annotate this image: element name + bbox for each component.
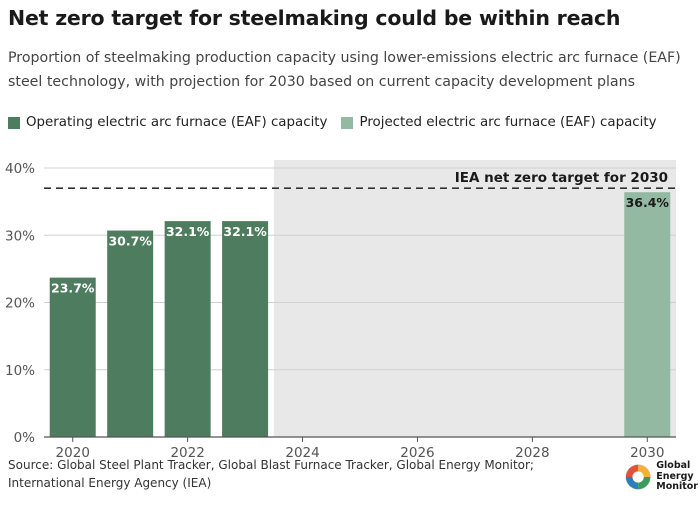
logo-text: Global Energy Monitor [656, 461, 698, 493]
chart-subtitle: Proportion of steelmaking production cap… [8, 50, 681, 90]
y-tick-label: 10% [5, 363, 35, 379]
net-zero-target-label: IEA net zero target for 2030 [455, 170, 668, 186]
bar-operating [49, 277, 96, 437]
bar-operating [164, 221, 211, 437]
legend-item-projected: Projected electric arc furnace (EAF) cap… [341, 115, 657, 130]
bar-projected [624, 192, 671, 437]
chart-title: Net zero target for steelmaking could be… [8, 6, 621, 30]
legend-label-operating: Operating electric arc furnace (EAF) cap… [26, 115, 328, 130]
y-tick-label: 20% [5, 296, 35, 312]
source-note: Source: Global Steel Plant Tracker, Glob… [8, 458, 534, 490]
x-tick-label: 2020 [56, 445, 90, 461]
x-tick-label: 2030 [630, 445, 664, 461]
legend-swatch-operating [8, 116, 20, 129]
x-tick-label: 2024 [285, 445, 319, 461]
bar-value-label: 23.7% [51, 281, 95, 296]
x-tick-label: 2022 [170, 445, 204, 461]
bar-value-label: 32.1% [223, 224, 267, 239]
logo-line: Energy [656, 470, 694, 482]
legend-item-operating: Operating electric arc furnace (EAF) cap… [8, 115, 327, 130]
legend-swatch-projected [341, 116, 354, 129]
x-tick-label: 2026 [400, 445, 434, 461]
globe-icon [625, 464, 651, 490]
bar-value-label: 30.7% [108, 234, 152, 249]
y-tick-label: 40% [5, 161, 35, 177]
legend: Operating electric arc furnace (EAF) cap… [8, 115, 671, 130]
logo: Global Energy Monitor [624, 457, 698, 497]
bar-operating [107, 230, 154, 437]
bar-value-label: 36.4% [626, 195, 670, 210]
x-tick-label: 2028 [515, 445, 549, 461]
projection-shading [273, 160, 676, 437]
y-tick-label: 0% [14, 430, 36, 446]
logo-line: Global [656, 460, 691, 472]
bar-operating [222, 221, 269, 437]
logo-line: Monitor [656, 481, 698, 493]
bar-value-label: 32.1% [166, 224, 210, 239]
legend-label-projected: Projected electric arc furnace (EAF) cap… [359, 115, 657, 130]
y-tick-label: 30% [5, 228, 35, 244]
